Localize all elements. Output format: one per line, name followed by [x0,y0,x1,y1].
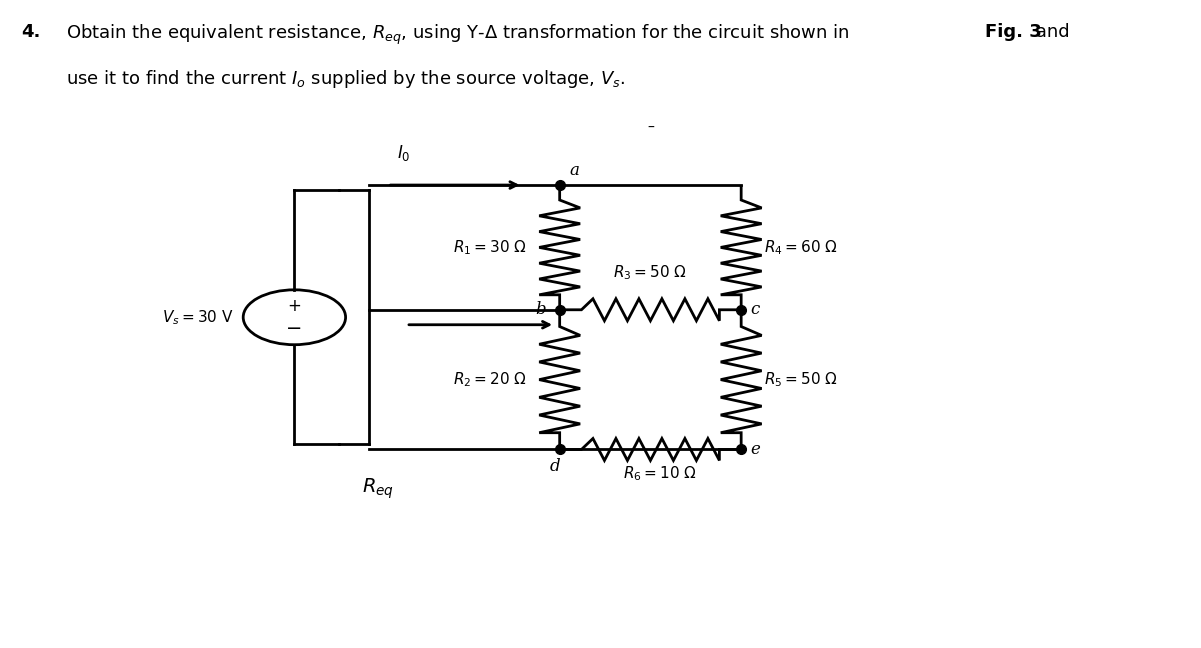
Text: $I_0$: $I_0$ [396,143,411,163]
Text: +: + [287,297,301,316]
Text: $R_3 = 50\ \Omega$: $R_3 = 50\ \Omega$ [614,264,687,283]
Text: $R_5 = 50\ \Omega$: $R_5 = 50\ \Omega$ [765,370,838,389]
Text: Fig. 3: Fig. 3 [985,23,1041,41]
Text: $R_6 = 10\ \Omega$: $R_6 = 10\ \Omega$ [622,465,697,483]
Text: e: e [751,441,760,458]
Text: $R_{eq}$: $R_{eq}$ [363,477,394,502]
Text: and: and [1030,23,1070,41]
Text: $R_1 = 30\ \Omega$: $R_1 = 30\ \Omega$ [453,238,527,257]
Text: $R_4 = 60\ \Omega$: $R_4 = 60\ \Omega$ [765,238,838,257]
Text: 4.: 4. [22,23,41,41]
Text: a: a [569,162,579,179]
Text: Obtain the equivalent resistance, $R_{eq}$, using Y-$\Delta$ transformation for : Obtain the equivalent resistance, $R_{eq… [66,23,852,47]
Text: −: − [286,319,303,338]
Text: b: b [536,301,545,318]
Text: $V_s = 30\ \mathrm{V}$: $V_s = 30\ \mathrm{V}$ [162,308,234,327]
Text: –: – [647,121,653,135]
Text: d: d [550,459,561,476]
Text: $R_2 = 20\ \Omega$: $R_2 = 20\ \Omega$ [453,370,527,389]
Text: c: c [751,301,760,318]
Text: use it to find the current $I_o$ supplied by the source voltage, $V_s$.: use it to find the current $I_o$ supplie… [66,68,626,90]
